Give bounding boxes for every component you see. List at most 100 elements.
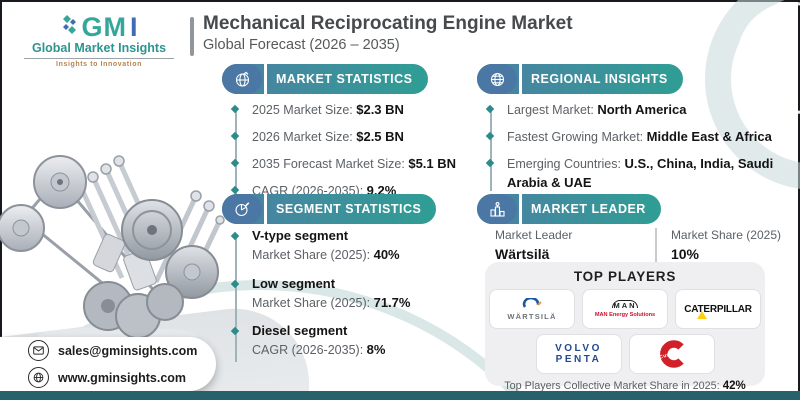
market-statistics-header: MARKET STATISTICS: [222, 64, 428, 94]
diamond-bullet-icon: [230, 279, 240, 288]
envelope-icon: [28, 340, 49, 361]
pill-separator: [519, 64, 522, 94]
page-title: Mechanical Reciprocating Engine Market: [203, 13, 573, 34]
gmi-logo: GM I Global Market Insights Insights to I…: [24, 12, 174, 68]
stat-value: 8%: [366, 342, 386, 358]
stat-label: Emerging Countries:: [507, 156, 621, 171]
leader-label: Market Leader: [495, 228, 573, 242]
caterpillar-logo: CATERPILLAR: [675, 289, 761, 329]
logo-text-i: I: [129, 12, 138, 42]
bullet-track: [490, 110, 492, 192]
bottom-accent-bar: [0, 391, 800, 400]
website-link[interactable]: www.gminsights.com: [28, 367, 216, 388]
list-item: V-type segment Market Share (2025): 40%: [226, 228, 464, 265]
diamond-bullet-icon: [485, 158, 495, 167]
man-energy-logo: MAN MAN Energy Solutions: [582, 289, 668, 329]
bullet-track: [235, 110, 237, 200]
stat-label: Largest Market:: [507, 103, 594, 117]
top-players-heading: TOP PLAYERS: [573, 269, 677, 284]
stat-value: Middle East & Africa: [646, 128, 772, 144]
stat-label: Market Share (2025):: [252, 295, 371, 310]
footnote-value: 42%: [722, 380, 746, 392]
regional-insights-list: Largest Market: North America Fastest Gr…: [481, 101, 777, 200]
stat-value: $2.3 BN: [356, 102, 404, 117]
bullet-track: [235, 237, 237, 362]
list-item: Low segment Market Share (2025): 71.7%: [226, 276, 464, 313]
share-label: Market Share (2025): [670, 228, 781, 242]
market-leader-content: Market Leader Wärtsilä Market Share (202…: [495, 227, 781, 265]
pill-separator: [264, 64, 267, 94]
stat-label: 2035 Forecast Market Size:: [252, 156, 405, 171]
page-subtitle: Global Forecast (2026 – 2035): [203, 37, 400, 53]
top-players-row-2: VOLVO PENTA Cummins: [485, 334, 765, 374]
contact-panel: sales@gminsights.com www.gminsights.com: [0, 337, 216, 391]
stat-label: CAGR (2026-2035):: [252, 343, 364, 358]
market-statistics-list: 2025 Market Size: $2.3 BN 2026 Market Si…: [226, 101, 464, 208]
market-leader-block: Market Leader Wärtsilä: [495, 227, 655, 265]
logo-text-gm: GM: [81, 12, 127, 42]
leader-value: Wärtsilä: [495, 246, 550, 263]
segment-title: Low segment: [252, 275, 336, 291]
company-name: Global Market Insights: [24, 41, 174, 59]
stat-value: 71.7%: [373, 294, 411, 310]
segment-statistics-list: V-type segment Market Share (2025): 40% …: [226, 228, 464, 371]
diamond-bullet-icon: [230, 131, 240, 141]
top-players-footnote: Top Players Collective Market Share in 2…: [485, 380, 765, 392]
cummins-c-icon: [659, 340, 684, 368]
stat-value: 40%: [373, 246, 400, 262]
pill-separator: [519, 194, 522, 224]
stat-value: $2.5 BN: [356, 128, 404, 144]
list-item: Diesel segment CAGR (2026-2035): 8%: [226, 323, 464, 360]
engine-illustration: [0, 155, 225, 345]
wartsila-logo: WÄRTSILÄ: [489, 289, 575, 329]
top-players-panel: TOP PLAYERS WÄRTSILÄ MAN MAN Energy Solu…: [485, 262, 765, 392]
stat-label: 2025 Market Size:: [252, 103, 353, 117]
stat-value: North America: [597, 102, 687, 117]
list-item: 2025 Market Size: $2.3 BN: [226, 101, 464, 120]
list-item: 2035 Forecast Market Size: $5.1 BN: [226, 155, 464, 174]
diamond-bullet-icon: [230, 185, 240, 194]
section-heading: SEGMENT STATISTICS: [276, 202, 422, 216]
vertical-divider: [655, 227, 657, 264]
gmi-diamonds-icon: [60, 12, 78, 43]
email-link[interactable]: sales@gminsights.com: [28, 340, 216, 361]
segment-title: V-type segment: [252, 228, 349, 243]
segment-statistics-header: SEGMENT STATISTICS: [222, 194, 437, 224]
stat-value: U.S., China, India, Saudi Arabia & UAE: [507, 155, 774, 190]
section-heading: MARKET STATISTICS: [276, 72, 413, 86]
volvo-penta-logo: VOLVO PENTA: [535, 334, 622, 374]
diamond-bullet-icon: [230, 158, 240, 167]
market-leader-header: MARKET LEADER: [477, 194, 661, 224]
top-players-row-1: WÄRTSILÄ MAN MAN Energy Solutions CATERP…: [485, 289, 765, 329]
list-item: Largest Market: North America: [481, 101, 777, 120]
globe-icon: [28, 367, 49, 388]
diamond-bullet-icon: [230, 327, 240, 336]
list-item: Emerging Countries: U.S., China, India, …: [481, 155, 777, 193]
market-share-block: Market Share (2025) 10%: [671, 227, 781, 265]
pie-magnifier-icon: [222, 194, 262, 224]
stat-value: $5.1 BN: [408, 155, 457, 171]
leader-podium-icon: [477, 194, 517, 224]
list-item: 2026 Market Size: $2.5 BN: [226, 128, 464, 147]
globe-icon: [477, 64, 517, 94]
caterpillar-triangle-icon: [697, 310, 708, 319]
pill-separator: [264, 194, 267, 224]
regional-insights-header: REGIONAL INSIGHTS: [477, 64, 683, 94]
stat-label: Market Share (2025):: [252, 247, 371, 262]
stat-label: 2026 Market Size:: [252, 129, 353, 144]
stat-value: 9.2%: [366, 182, 397, 198]
wartsila-swoosh-icon: [522, 297, 542, 308]
email-text: sales@gminsights.com: [58, 343, 198, 358]
title-divider-bar: [190, 17, 194, 56]
diamond-bullet-icon: [485, 104, 495, 114]
globe-chart-icon: [222, 64, 262, 94]
list-item: Fastest Growing Market: Middle East & Af…: [481, 128, 777, 147]
share-value: 10%: [670, 246, 699, 263]
cummins-logo: Cummins: [628, 334, 715, 374]
section-heading: MARKET LEADER: [531, 202, 646, 216]
diamond-bullet-icon: [230, 104, 240, 114]
stat-label: Fastest Growing Market:: [507, 129, 644, 144]
section-heading: REGIONAL INSIGHTS: [531, 72, 668, 86]
diamond-bullet-icon: [230, 231, 240, 241]
